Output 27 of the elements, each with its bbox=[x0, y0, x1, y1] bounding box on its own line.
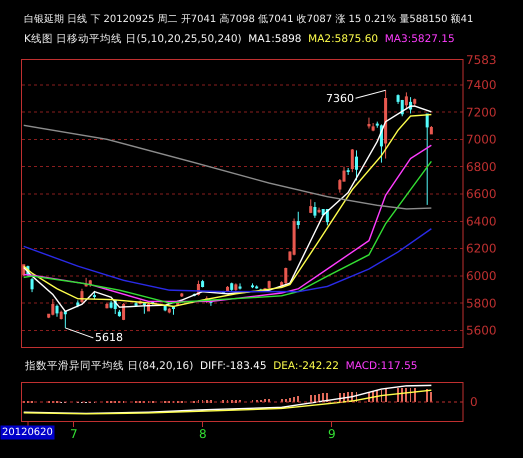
y-tick-label: 7000 bbox=[466, 132, 496, 147]
text: DEA:-242.22 bbox=[273, 360, 339, 372]
chart-title: 白银延期 日线 下 20120925 周二 开7041 高7098 低7041 收7087 涨 15 0.21% 量588150 额41 bbox=[24, 13, 474, 25]
y-tick-label: 6600 bbox=[466, 187, 496, 202]
y-tick-label: 7583 bbox=[466, 53, 496, 68]
ref-line-label: 0 bbox=[470, 395, 478, 409]
y-tick-label: 6800 bbox=[466, 160, 496, 174]
x-tick-label: 8 bbox=[199, 427, 207, 441]
y-tick-label: 6200 bbox=[466, 242, 496, 256]
x-tick-label: 7 bbox=[70, 427, 78, 441]
annotation: 5618 bbox=[95, 331, 123, 344]
x-tick-label: 9 bbox=[328, 427, 336, 441]
y-tick-label: 6400 bbox=[466, 214, 496, 228]
y-tick-label: 7400 bbox=[466, 78, 496, 92]
annotation: 7360 bbox=[326, 92, 354, 105]
chart-subtitle: K线图 日移动平均线 日(5,10,20,25,50,240) bbox=[24, 32, 242, 45]
y-tick-label: 5800 bbox=[466, 296, 496, 310]
text: MA3:5827.15 bbox=[384, 33, 455, 45]
x-tick-label: 20120620 bbox=[2, 427, 53, 438]
text: MA2:5875.60 bbox=[308, 33, 378, 45]
chart-title: 指数平滑异同平均线 日(84,20,16) bbox=[24, 359, 194, 372]
y-tick-label: 5600 bbox=[466, 324, 496, 338]
y-tick-label: 7200 bbox=[466, 105, 496, 120]
text: DIFF:-183.45 bbox=[200, 360, 266, 372]
series-label: MACD:117.55 bbox=[346, 360, 418, 372]
y-tick-label: 6000 bbox=[466, 269, 496, 284]
text: MA1:5898 bbox=[248, 33, 302, 45]
